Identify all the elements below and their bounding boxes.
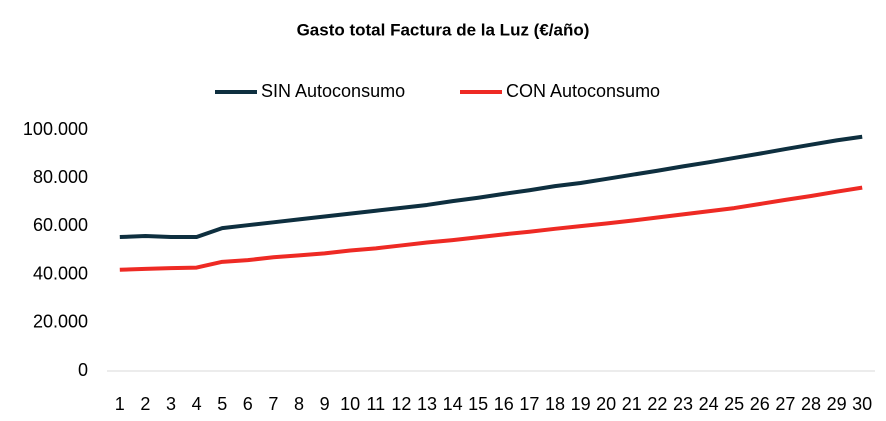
x-tick-label: 16 <box>494 394 514 414</box>
x-tick-label: 1 <box>115 394 125 414</box>
x-tick-label: 24 <box>699 394 719 414</box>
x-tick-label: 7 <box>268 394 278 414</box>
y-tick-label: 60.000 <box>33 215 88 235</box>
series-line <box>119 185 863 272</box>
x-tick-label: 10 <box>340 394 360 414</box>
x-tick-label: 2 <box>140 394 150 414</box>
x-tick-label: 5 <box>217 394 227 414</box>
y-tick-label: 100.000 <box>23 119 88 139</box>
x-tick-label: 28 <box>801 394 821 414</box>
x-tick-label: 17 <box>519 394 539 414</box>
x-tick-label: 26 <box>750 394 770 414</box>
x-tick-label: 23 <box>673 394 693 414</box>
x-tick-label: 8 <box>294 394 304 414</box>
x-tick-label: 13 <box>417 394 437 414</box>
x-tick-label: 27 <box>775 394 795 414</box>
x-tick-label: 25 <box>724 394 744 414</box>
x-tick-label: 12 <box>391 394 411 414</box>
x-tick-label: 15 <box>468 394 488 414</box>
x-tick-label: 3 <box>166 394 176 414</box>
x-tick-label: 30 <box>852 394 872 414</box>
x-tick-label: 29 <box>827 394 847 414</box>
series-line <box>119 134 863 240</box>
x-tick-label: 9 <box>320 394 330 414</box>
y-tick-label: 0 <box>78 360 88 380</box>
x-tick-label: 18 <box>545 394 565 414</box>
x-tick-label: 14 <box>443 394 463 414</box>
x-tick-label: 20 <box>596 394 616 414</box>
y-tick-label: 20.000 <box>33 312 88 332</box>
legend-label: CON Autoconsumo <box>506 81 660 101</box>
x-tick-label: 19 <box>571 394 591 414</box>
legend-label: SIN Autoconsumo <box>261 81 405 101</box>
x-tick-label: 6 <box>243 394 253 414</box>
x-tick-label: 4 <box>192 394 202 414</box>
y-tick-label: 40.000 <box>33 263 88 283</box>
y-tick-label: 80.000 <box>33 167 88 187</box>
x-tick-label: 22 <box>647 394 667 414</box>
x-tick-label: 11 <box>366 394 385 414</box>
chart-title: Gasto total Factura de la Luz (€/año) <box>297 20 590 39</box>
x-tick-label: 21 <box>622 394 642 414</box>
